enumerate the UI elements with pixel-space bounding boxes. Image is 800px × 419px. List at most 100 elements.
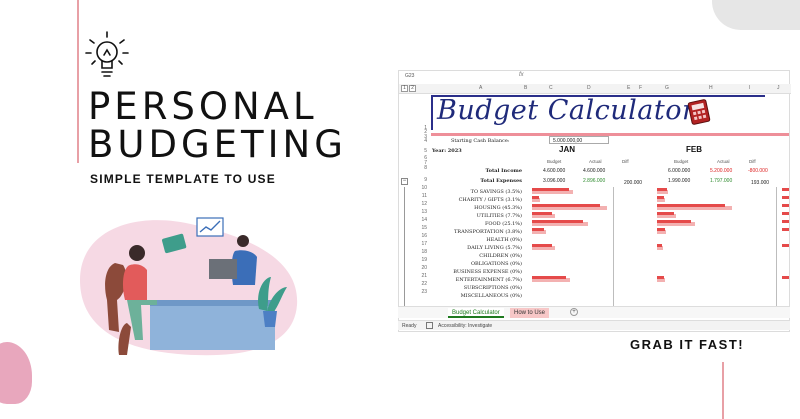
column-header[interactable]: J — [777, 85, 780, 91]
calculator-icon — [687, 99, 711, 125]
feb-actual-bar — [657, 196, 664, 199]
category-label: TO SAVINGS (3.5%) — [470, 189, 522, 195]
jan-budget-bar — [532, 278, 570, 282]
next-month-bar — [782, 204, 789, 207]
column-header-bar: A B C D E F G H I J — [399, 84, 791, 94]
row-number[interactable]: 3 — [424, 134, 427, 140]
group-level-1-button[interactable]: 1 — [401, 85, 408, 92]
title-underline — [431, 133, 789, 136]
add-sheet-button[interactable]: + — [570, 308, 578, 316]
row-number[interactable]: 9 — [424, 177, 427, 183]
category-label: FOOD (25.1%) — [484, 221, 522, 227]
row-number[interactable]: 15 — [421, 225, 427, 231]
feb-actual-bar — [657, 228, 666, 231]
next-month-bar — [782, 196, 789, 199]
jan-actual-header: Actual — [589, 159, 602, 164]
column-header[interactable]: H — [709, 85, 713, 91]
feb-actual-bar — [657, 204, 725, 207]
jan-actual-bar — [532, 244, 553, 247]
category-label: SUBSCRIPTIONS (0%) — [463, 285, 522, 291]
accessibility-status[interactable]: Accessibility: Investigate — [438, 323, 493, 329]
row-number[interactable]: 21 — [421, 273, 427, 279]
feb-actual-header: Actual — [717, 159, 730, 164]
jan-budget-bar — [532, 206, 607, 210]
column-header[interactable]: I — [749, 85, 751, 91]
jan-income-budget: 4.600.000 — [543, 168, 566, 174]
row-number[interactable]: 18 — [421, 249, 427, 255]
feb-actual-bar — [657, 188, 668, 191]
headline-line-2: BUDGETING — [88, 123, 347, 166]
decorative-line-bottom — [722, 362, 724, 419]
column-header[interactable]: C — [549, 85, 553, 91]
budget-illustration — [80, 217, 298, 356]
category-label: MISCELLANEOUS (0%) — [460, 293, 522, 299]
sheet-tab-bar: Budget Calculator How to Use + — [398, 306, 790, 318]
feb-budget-bar — [657, 222, 695, 226]
feb-budget-bar — [657, 190, 669, 194]
row-number[interactable]: 17 — [421, 241, 427, 247]
jan-income-actual: 4.600.000 — [583, 168, 606, 174]
decorative-line-top — [77, 0, 79, 163]
column-header[interactable]: G — [665, 85, 669, 91]
feb-budget-header: Budget — [674, 159, 689, 164]
jan-column-divider — [613, 187, 614, 307]
feb-budget-bar — [657, 198, 665, 202]
feb-expense-diff: 193.000 — [751, 180, 770, 186]
next-month-bar — [782, 228, 789, 231]
row-number[interactable]: 14 — [421, 217, 427, 223]
row-number[interactable]: 1 — [424, 125, 427, 131]
formula-fx-icon[interactable]: fx — [519, 72, 524, 78]
row-number[interactable]: 6 — [424, 155, 427, 161]
row-number[interactable]: 10 — [421, 185, 427, 191]
next-month-bar — [782, 244, 789, 247]
row-number[interactable]: 7 — [424, 160, 427, 166]
feb-expense-actual: 1.797.000 — [710, 178, 733, 184]
category-label: HEALTH (0%) — [486, 237, 522, 243]
category-label: OBLIGATIONS (0%) — [470, 261, 522, 267]
column-header[interactable]: A — [479, 85, 483, 91]
row-number[interactable]: 23 — [421, 289, 427, 295]
subheading: SIMPLE TEMPLATE TO USE — [90, 172, 276, 186]
row-number[interactable]: 22 — [421, 281, 427, 287]
tab-budget-calculator[interactable]: Budget Calculator — [448, 308, 504, 318]
row-number[interactable]: 2 — [424, 129, 427, 135]
feb-budget-bar — [657, 206, 732, 210]
column-header[interactable]: D — [587, 85, 591, 91]
next-month-bar — [782, 212, 789, 215]
group-level-2-button[interactable]: 2 — [409, 85, 416, 92]
row-number[interactable]: 13 — [421, 209, 427, 215]
macro-record-icon[interactable] — [426, 322, 433, 329]
month-feb-header: FEB — [686, 145, 702, 154]
jan-budget-bar — [532, 198, 540, 202]
row-number[interactable]: 4 — [424, 138, 427, 144]
category-label: BUSINESS EXPENSE (0%) — [453, 269, 522, 275]
feb-income-diff: -800.000 — [748, 168, 768, 174]
name-box[interactable]: G23 — [405, 73, 415, 79]
jan-expense-actual: 2.896.000 — [583, 178, 606, 184]
feb-income-actual: 5.200.000 — [710, 168, 733, 174]
column-header[interactable]: F — [639, 85, 643, 91]
feb-budget-bar — [657, 278, 665, 282]
lightbulb-icon — [85, 31, 129, 77]
status-bar: Ready Accessibility: Investigate — [398, 320, 790, 330]
feb-expense-budget: 1.990.000 — [668, 178, 691, 184]
column-header[interactable]: E — [627, 85, 631, 91]
starting-balance-value: 5.000.000,00 — [553, 138, 583, 144]
jan-diff-header: Diff — [622, 159, 629, 164]
row-number[interactable]: 19 — [421, 257, 427, 263]
collapse-group-button[interactable]: − — [401, 178, 408, 185]
column-header[interactable]: B — [524, 85, 528, 91]
row-number[interactable]: 20 — [421, 265, 427, 271]
row-number[interactable]: 5 — [424, 148, 427, 154]
feb-actual-bar — [657, 220, 691, 223]
title-frame — [431, 95, 765, 130]
tab-how-to-use[interactable]: How to Use — [510, 308, 550, 318]
row-number[interactable]: 12 — [421, 201, 427, 207]
feb-column-divider — [776, 187, 777, 307]
feb-budget-bar — [657, 246, 663, 250]
row-number[interactable]: 16 — [421, 233, 427, 239]
starting-balance-input[interactable]: 5.000.000,00 — [549, 136, 609, 144]
row-number[interactable]: 8 — [424, 165, 427, 171]
row-number[interactable]: 11 — [421, 193, 427, 199]
